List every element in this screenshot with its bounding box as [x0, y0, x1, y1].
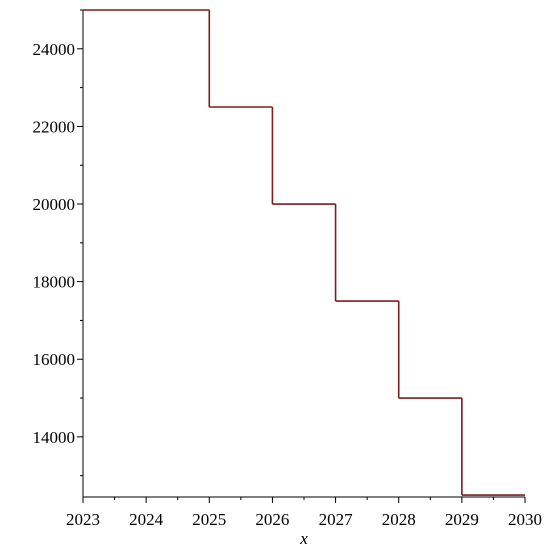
x-tick-label: 2026 [255, 510, 289, 529]
ticks: 2023 2024 2025 2026 2027 2028 2029 2030 14000 160… [33, 9, 542, 529]
x-axis-title: x [299, 529, 308, 548]
x-tick-label: 2029 [445, 510, 479, 529]
y-tick-label: 18000 [33, 273, 76, 292]
y-tick-label: 14000 [33, 428, 76, 447]
x-tick-label: 2023 [66, 510, 100, 529]
series [83, 9, 525, 496]
y-tick-label: 22000 [33, 117, 76, 136]
y-tick-label: 16000 [33, 350, 76, 369]
x-tick-label: 2028 [382, 510, 416, 529]
y-tick-label: 24000 [33, 40, 76, 59]
x-tick-label: 2025 [192, 510, 226, 529]
x-tick-label: 2024 [129, 510, 164, 529]
y-tick-label: 20000 [33, 195, 76, 214]
x-tick-label: 2027 [319, 510, 354, 529]
axes [82, 10, 525, 498]
x-tick-label: 2030 [508, 510, 542, 529]
